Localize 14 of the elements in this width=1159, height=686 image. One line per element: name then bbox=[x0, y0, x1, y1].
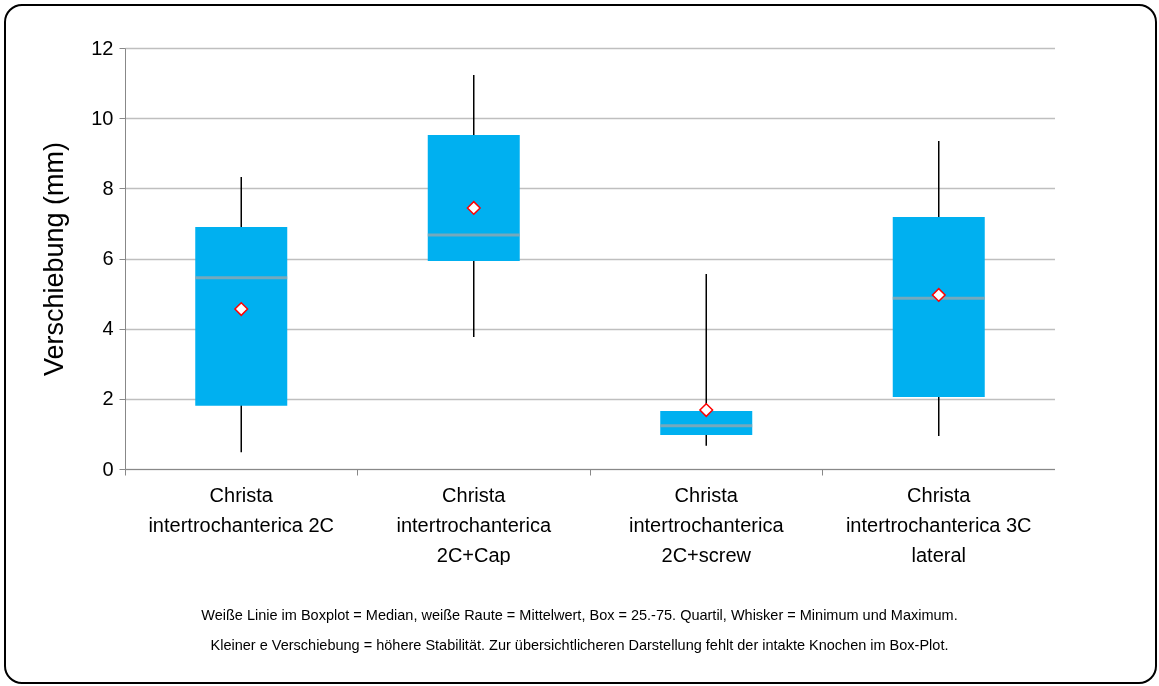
x-tick-label: Christa intertrochanterica 3C lateral bbox=[845, 483, 1032, 566]
x-tick-label: Christa intertrochanterica 2C+screw bbox=[628, 483, 785, 566]
x-tick-label: Christa intertrochanterica 2C bbox=[148, 483, 335, 536]
x-tick-label: Christa intertrochanterica 2C+Cap bbox=[396, 483, 552, 566]
y-axis-title: Verschiebung (mm) bbox=[39, 141, 70, 377]
y-tick-label: 2 bbox=[102, 387, 114, 410]
text: Weiße Linie im Boxplot = Median, weiße Raute = Mittelwert, Box = 25.-75. Quartil, Whisker = Minimum und Maximum. bbox=[200, 606, 959, 625]
y-tick-label: 10 bbox=[91, 106, 114, 129]
y-tick-label: 8 bbox=[102, 176, 114, 199]
y-tick-label: 6 bbox=[102, 247, 114, 269]
y-tick-label: 4 bbox=[102, 317, 114, 340]
y-tick-label: 12 bbox=[91, 36, 114, 59]
y-tick-label: 0 bbox=[102, 457, 114, 480]
text: Kleiner e Verschiebung = höhere Stabilität. Zur übersichtlicheren Darstellung fehlt der intakte Knochen im Box-Plot. bbox=[209, 636, 950, 655]
